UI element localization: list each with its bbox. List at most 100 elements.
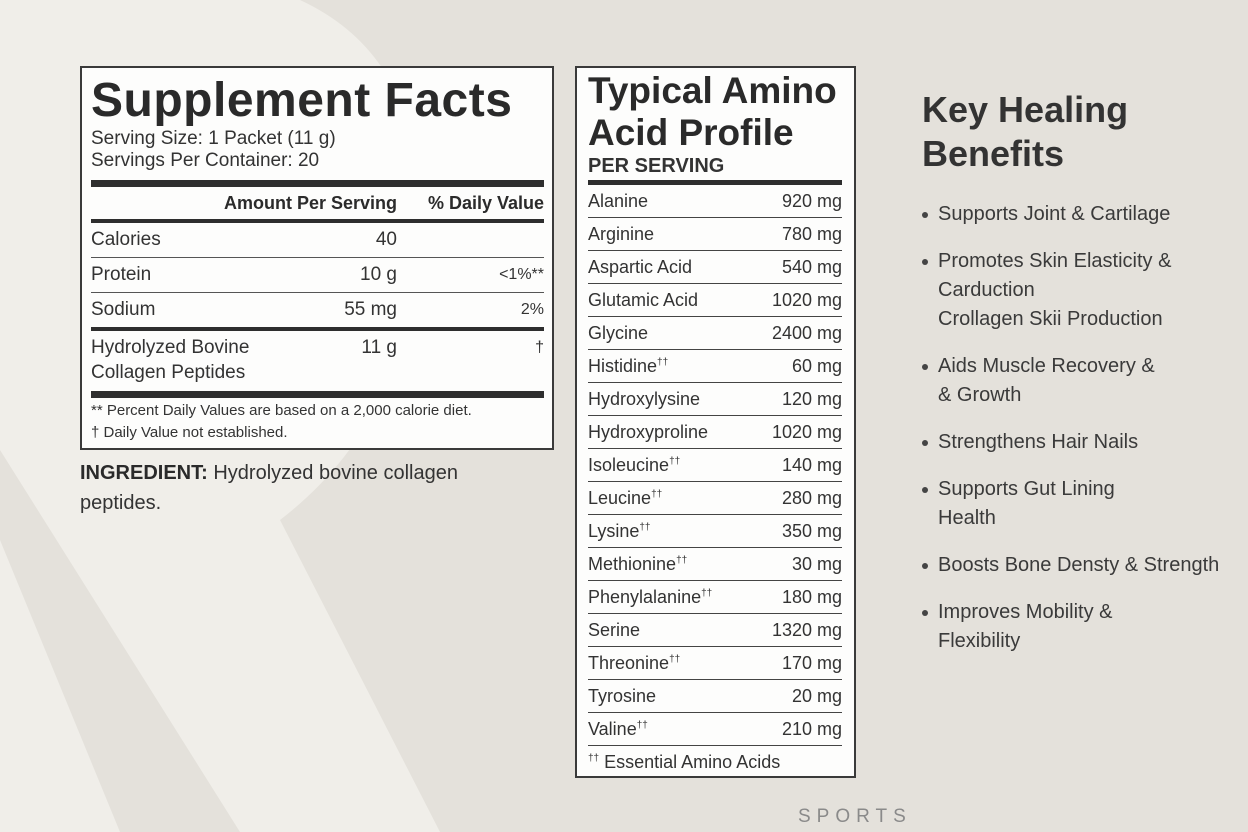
amino-name-text: Phenylalanine [588, 586, 702, 607]
per-serving-label: PER SERVING [588, 155, 725, 177]
amino-row: Alanine 920 mg [588, 185, 842, 218]
amino-amount: 540 mg [781, 256, 842, 277]
footnote-daily-values: ** Percent Daily Values are based on a 2… [91, 402, 472, 419]
nutrient-amount: 10 g [360, 264, 397, 285]
amino-amount: 1020 mg [771, 421, 842, 442]
amino-name-text: Hydroxyproline [588, 421, 709, 442]
nutrient-name: Calories [91, 229, 161, 250]
benefit-item: Promotes Skin Elasticity & Carduction Cr… [922, 247, 1244, 334]
amino-name-text: Serine [588, 619, 641, 640]
amino-name-text: Methionine [588, 553, 677, 574]
amino-name-text: Lysine [588, 520, 640, 541]
essential-mark: †† [639, 521, 651, 533]
amino-name: Aspartic Acid [588, 257, 692, 278]
benefit-item: Supports Joint & Cartilage [922, 200, 1244, 229]
amino-name-text: Histidine [588, 355, 658, 376]
amino-name: Threonine†† [588, 653, 680, 674]
amino-name-text: Aspartic Acid [588, 256, 693, 277]
brand-wordmark: SPORTS [798, 806, 912, 827]
amino-footnote: †† Essential Amino Acids [588, 746, 842, 773]
amino-amount: 920 mg [781, 190, 842, 211]
amino-row: Arginine 780 mg [588, 218, 842, 251]
amino-name-text: Isoleucine [588, 454, 670, 475]
amino-amount: 170 mg [781, 652, 842, 673]
amino-name-text: Tyrosine [588, 685, 657, 706]
amino-name: Phenylalanine†† [588, 587, 712, 608]
amino-name-text: Hydroxylysine [588, 388, 701, 409]
amino-acid-panel: Typical Amino Acid Profile PER SERVING A… [575, 66, 856, 778]
amino-row: Serine 1320 mg [588, 614, 842, 647]
amino-row: Valine†† 210 mg [588, 713, 842, 746]
facts-row: Sodium 55 mg 2% [91, 293, 544, 327]
amino-name-text: Alanine [588, 190, 649, 211]
benefits-title: Key Healing Benefits [922, 89, 1129, 174]
amino-amount: 350 mg [781, 520, 842, 541]
nutrient-amount: 40 [375, 229, 397, 250]
nutrient-dv: 2% [520, 301, 544, 318]
amino-amount: 120 mg [781, 388, 842, 409]
amino-amount: 180 mg [781, 586, 842, 607]
benefits-section: Key Healing Benefits Supports Joint & Ca… [922, 88, 1244, 674]
amino-row: Lysine†† 350 mg [588, 515, 842, 548]
benefit-item: Boosts Bone Densty & Strength [922, 551, 1244, 580]
amino-name: Glutamic Acid [588, 290, 698, 311]
divider [588, 180, 842, 185]
essential-mark: †† [588, 753, 600, 764]
amount-per-serving-header: Amount Per Serving [223, 192, 397, 213]
divider [91, 257, 544, 258]
amino-name-text: Valine [588, 718, 637, 739]
amino-row: Glutamic Acid 1020 mg [588, 284, 842, 317]
amino-footnote-text: Essential Amino Acids [599, 752, 781, 772]
divider [91, 391, 544, 398]
amino-row: Phenylalanine†† 180 mg [588, 581, 842, 614]
essential-mark: †† [669, 653, 681, 665]
amino-amount: 20 mg [791, 685, 842, 706]
benefit-item: Supports Gut Lining Health [922, 475, 1244, 533]
essential-mark: †† [676, 554, 688, 566]
amino-name-text: Glycine [588, 322, 649, 343]
daily-value-header: % Daily Value [427, 192, 544, 213]
amino-amount: 280 mg [781, 487, 842, 508]
ingredient-text: Hydrolyzed bovine collagen peptides. [80, 462, 458, 514]
divider [91, 219, 544, 223]
serving-size: Serving Size: 1 Packet (11 g) [91, 128, 336, 149]
amino-row: Hydroxylysine 120 mg [588, 383, 842, 416]
footnote-not-established: † Daily Value not established. [91, 424, 288, 441]
amino-name: Hydroxyproline [588, 422, 708, 443]
amino-name: Isoleucine†† [588, 455, 680, 476]
amino-amount: 140 mg [781, 454, 842, 475]
essential-mark: †† [651, 488, 663, 500]
nutrient-name: Sodium [91, 299, 156, 320]
amino-row: Histidine†† 60 mg [588, 350, 842, 383]
amino-profile-title: Typical Amino Acid Profile [588, 70, 837, 153]
amino-name: Methionine†† [588, 554, 687, 575]
benefit-item: Improves Mobility & Flexibility [922, 598, 1244, 656]
facts-header-row: Amount Per Serving % Daily Value [91, 187, 544, 219]
amino-row: Methionine†† 30 mg [588, 548, 842, 581]
amino-row: Threonine†† 170 mg [588, 647, 842, 680]
amino-name-text: Leucine [588, 487, 652, 508]
amino-name: Valine†† [588, 719, 648, 740]
nutrient-name: Hydrolyzed Bovine Collagen Peptides [91, 337, 250, 383]
amino-amount: 1020 mg [771, 289, 842, 310]
ingredient-statement: INGREDIENT: Hydrolyzed bovine collagen p… [80, 458, 520, 518]
benefit-item: Strengthens Hair Nails [922, 428, 1244, 457]
ingredient-label: INGREDIENT: [80, 462, 208, 484]
nutrient-dv: † [535, 339, 544, 356]
facts-row: Calories 40 [91, 223, 544, 257]
amino-row: Tyrosine 20 mg [588, 680, 842, 713]
amino-amount: 30 mg [791, 553, 842, 574]
facts-row: Protein 10 g <1%** [91, 258, 544, 292]
amino-name: Tyrosine [588, 686, 656, 707]
amino-name: Leucine†† [588, 488, 662, 509]
essential-mark: †† [669, 455, 681, 467]
amino-name: Glycine [588, 323, 648, 344]
amino-row: Isoleucine†† 140 mg [588, 449, 842, 482]
amino-amount: 780 mg [781, 223, 842, 244]
amino-row: Leucine†† 280 mg [588, 482, 842, 515]
amino-name-text: Glutamic Acid [588, 289, 699, 310]
divider [91, 292, 544, 293]
amino-name: Histidine†† [588, 356, 668, 377]
amino-name: Lysine†† [588, 521, 651, 542]
amino-amount: 2400 mg [771, 322, 842, 343]
